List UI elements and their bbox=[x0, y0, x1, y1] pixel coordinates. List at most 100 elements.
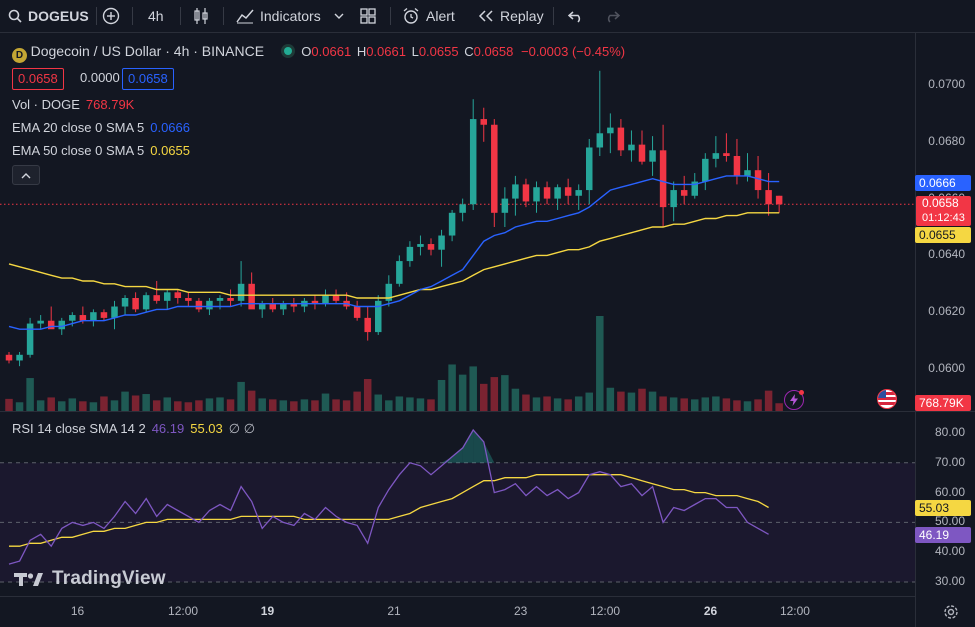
volume-bar bbox=[691, 399, 699, 411]
chart-type-button[interactable] bbox=[193, 0, 209, 32]
replay-button[interactable]: Replay bbox=[478, 0, 544, 32]
candle-body bbox=[638, 144, 646, 162]
volume-bar bbox=[543, 396, 551, 411]
indicators-dropdown[interactable] bbox=[334, 0, 344, 32]
candle bbox=[733, 138, 741, 185]
candle-body bbox=[364, 317, 371, 333]
candle bbox=[459, 198, 466, 222]
symbol-search[interactable]: DOGEUS bbox=[8, 0, 89, 32]
volume-legend[interactable]: Vol · DOGE 768.79K bbox=[12, 97, 134, 112]
candle-body bbox=[195, 300, 203, 310]
interval-button[interactable]: 4h bbox=[148, 0, 164, 32]
toolbar-divider bbox=[96, 7, 97, 25]
chart-canvas[interactable] bbox=[0, 33, 975, 627]
candle-body bbox=[469, 119, 477, 205]
candle bbox=[512, 175, 519, 216]
collapse-legend-button[interactable] bbox=[12, 165, 40, 185]
add-circle-icon bbox=[102, 7, 120, 25]
volume-bar bbox=[722, 398, 731, 411]
volume-bar bbox=[733, 400, 741, 411]
candle bbox=[353, 300, 361, 321]
redo-button[interactable] bbox=[604, 0, 620, 32]
volume-bar bbox=[131, 395, 140, 411]
candle bbox=[765, 173, 772, 216]
pane-divider[interactable] bbox=[0, 411, 975, 412]
volume-bar bbox=[754, 399, 762, 411]
candle bbox=[227, 289, 234, 307]
alert-button[interactable]: Alert bbox=[402, 0, 455, 32]
candle-body bbox=[564, 187, 572, 196]
candle bbox=[448, 209, 456, 242]
ema50-legend[interactable]: EMA 50 close 0 SMA 5 0.0655 bbox=[12, 143, 190, 158]
indicators-icon bbox=[236, 9, 254, 24]
candle bbox=[480, 107, 487, 142]
candle bbox=[659, 124, 667, 227]
candle-body bbox=[754, 170, 762, 191]
toolbar-divider bbox=[223, 7, 224, 25]
time-axis-border bbox=[0, 596, 915, 597]
volume-bar bbox=[395, 396, 404, 411]
layouts-button[interactable] bbox=[360, 0, 376, 32]
ema20-legend[interactable]: EMA 20 close 0 SMA 5 0.0666 bbox=[12, 120, 190, 135]
candle bbox=[290, 298, 298, 313]
rsi-sma-price-label: 55.03 bbox=[915, 500, 971, 516]
candle-body bbox=[438, 235, 445, 250]
candle bbox=[385, 275, 393, 307]
volume-bar bbox=[596, 316, 604, 411]
candle-body bbox=[37, 320, 44, 324]
candle-body bbox=[206, 300, 213, 310]
candle bbox=[575, 184, 582, 210]
ohlc-open: 0.0661 bbox=[311, 44, 352, 59]
rsi-extra: ∅ ∅ bbox=[228, 421, 256, 436]
volume-bar bbox=[585, 392, 593, 411]
candle bbox=[216, 295, 224, 310]
rsi-legend[interactable]: RSI 14 close SMA 14 2 46.19 55.03 ∅ ∅ bbox=[12, 421, 255, 437]
candle-body bbox=[554, 187, 561, 199]
watermark-text: TradingView bbox=[52, 568, 166, 589]
volume-bar bbox=[58, 401, 66, 411]
buy-price-box[interactable]: 0.0658 bbox=[122, 68, 174, 90]
price-tick-label: 0.0600 bbox=[928, 361, 965, 375]
sell-price-box[interactable]: 0.0658 bbox=[12, 68, 64, 90]
candle-body bbox=[659, 150, 667, 208]
us-flag-icon[interactable] bbox=[877, 389, 897, 409]
price-tick-label: 0.0640 bbox=[928, 247, 965, 262]
volume-bar bbox=[490, 377, 499, 411]
toolbar-divider bbox=[180, 7, 181, 25]
top-toolbar: DOGEUS 4h Indicators Alert Replay bbox=[0, 0, 975, 33]
volume-bar bbox=[427, 399, 435, 411]
rsi-tick-label: 80.00 bbox=[934, 425, 965, 439]
candle-body bbox=[427, 244, 435, 250]
volume-bar bbox=[659, 396, 667, 411]
volume-bar bbox=[669, 397, 678, 411]
candle-body bbox=[385, 283, 393, 301]
candle-body bbox=[111, 306, 118, 318]
price-tick-label: 0.0680 bbox=[928, 133, 965, 148]
candle-body bbox=[185, 298, 192, 301]
candle-body bbox=[733, 156, 741, 176]
volume-bar bbox=[226, 399, 235, 411]
symbol-name: DOGEUS bbox=[28, 8, 89, 24]
rsi-tick-label: 60.00 bbox=[934, 484, 965, 499]
volume-bar bbox=[79, 401, 87, 411]
lightning-event-icon[interactable] bbox=[784, 390, 804, 410]
volume-bar bbox=[89, 402, 98, 411]
redo-icon bbox=[607, 11, 620, 23]
settings-button[interactable] bbox=[943, 604, 959, 623]
candle-body bbox=[100, 312, 108, 318]
candle-body bbox=[406, 246, 414, 262]
undo-button[interactable] bbox=[568, 0, 584, 32]
candle-body bbox=[543, 187, 551, 199]
volume-bar bbox=[342, 400, 351, 411]
candle-body bbox=[575, 190, 582, 196]
symbol-title: Dogecoin / US Dollar · 4h · BINANCE bbox=[30, 43, 265, 59]
candle bbox=[670, 181, 677, 222]
candle bbox=[554, 184, 561, 210]
rsi-line bbox=[8, 428, 769, 565]
compare-button[interactable] bbox=[102, 0, 120, 32]
time-tick-label: 12:00 bbox=[590, 604, 621, 618]
candle-body bbox=[649, 150, 656, 162]
indicators-button[interactable]: Indicators bbox=[236, 0, 321, 32]
volume-bar bbox=[216, 397, 224, 411]
ema20-line bbox=[8, 175, 780, 330]
